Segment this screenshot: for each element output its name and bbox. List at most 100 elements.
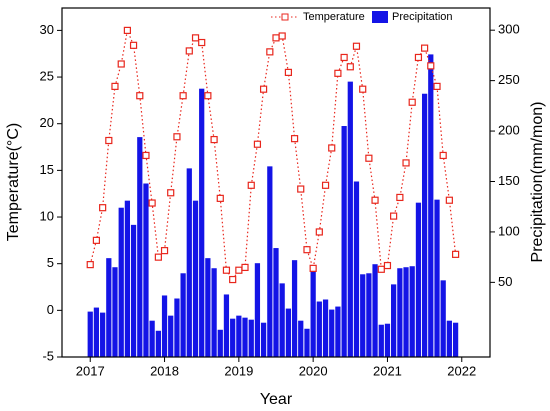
bar [242, 317, 248, 357]
marker [266, 48, 274, 56]
bar [93, 307, 100, 357]
legend-text: Temperature [303, 11, 365, 23]
marker [297, 185, 305, 193]
marker [179, 92, 187, 100]
marker [439, 151, 447, 160]
x-tick-label: 2017 [76, 363, 105, 378]
bar [372, 264, 378, 357]
marker [204, 92, 212, 100]
marker [216, 194, 224, 202]
bar [440, 280, 446, 357]
marker [334, 69, 342, 77]
bar [421, 93, 428, 357]
marker [235, 266, 243, 274]
bar [168, 315, 174, 357]
bar [403, 267, 409, 357]
bar [279, 283, 285, 357]
y2-axis-title: Precipitation(mm/mon) [529, 102, 546, 263]
bar [205, 258, 211, 357]
bar [192, 200, 199, 357]
y2-tick-label: 50 [498, 274, 512, 289]
bar [409, 266, 415, 357]
marker [290, 135, 299, 143]
plot-frame [61, 7, 491, 358]
marker [427, 62, 435, 70]
bar [223, 294, 230, 357]
bar [130, 224, 137, 357]
bar [378, 324, 384, 357]
marker [259, 85, 268, 93]
marker [99, 204, 107, 212]
bar [310, 268, 316, 357]
bar [248, 319, 254, 357]
bar [397, 268, 403, 357]
y2-tick-label: 300 [498, 22, 520, 37]
y-tick-label: 15 [40, 162, 54, 177]
marker [433, 82, 441, 90]
bar [335, 306, 341, 357]
bar [304, 328, 310, 357]
bar [353, 181, 360, 357]
marker [359, 85, 367, 93]
bar [137, 137, 143, 357]
bar [273, 248, 279, 357]
bar [434, 199, 440, 357]
bar [366, 273, 372, 357]
bar [446, 320, 452, 357]
bar [291, 260, 298, 357]
marker [123, 26, 131, 34]
bar [124, 200, 131, 357]
marker [167, 189, 175, 197]
marker [142, 151, 150, 160]
y2-tick-label: 150 [498, 173, 520, 188]
bar [161, 295, 168, 357]
bar [100, 312, 106, 357]
marker [92, 236, 101, 244]
x-tick-label: 2022 [447, 363, 476, 378]
bar [180, 273, 186, 357]
marker [315, 228, 323, 236]
bar [211, 268, 217, 357]
marker [222, 266, 231, 274]
bar [316, 301, 322, 357]
bar [267, 166, 273, 357]
y-tick-label: 10 [40, 208, 54, 223]
marker [129, 41, 138, 49]
x-tick-label: 2021 [373, 363, 402, 378]
bar [347, 81, 353, 358]
marker [284, 68, 293, 76]
marker [105, 136, 113, 145]
bar [428, 54, 434, 358]
bar [230, 318, 236, 357]
marker [173, 133, 181, 141]
marker [86, 261, 94, 269]
x-tick-label: 2018 [150, 363, 179, 378]
y-axis-title: Temperature(°C) [5, 123, 22, 241]
bar [149, 320, 155, 357]
bar [298, 320, 304, 357]
legend-text: Precipitation [392, 11, 453, 23]
legend-swatch [372, 11, 388, 23]
bar [322, 299, 329, 357]
bar [118, 207, 124, 357]
marker [346, 63, 354, 71]
marker [241, 263, 249, 272]
marker [321, 181, 330, 189]
y-tick-label: -5 [42, 348, 54, 363]
bar [236, 315, 242, 357]
marker [414, 53, 423, 62]
marker [377, 265, 385, 273]
bar [285, 308, 292, 357]
x-tick-label: 2019 [224, 363, 253, 378]
y2-tick-label: 250 [498, 72, 520, 87]
marker [253, 140, 262, 148]
marker [210, 135, 218, 144]
bar [254, 263, 261, 357]
line [89, 28, 457, 281]
marker [352, 42, 361, 50]
y-tick-label: 30 [40, 22, 54, 37]
marker [408, 98, 416, 106]
marker [160, 247, 169, 255]
bar [384, 323, 391, 357]
marker [402, 159, 410, 167]
